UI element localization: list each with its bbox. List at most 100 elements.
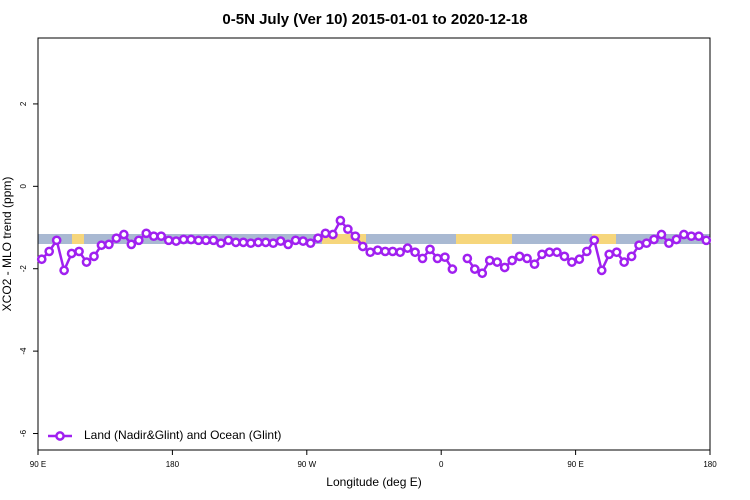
point <box>163 235 174 246</box>
point <box>641 238 652 249</box>
point <box>89 251 99 262</box>
surface-strip <box>38 234 710 244</box>
point <box>395 247 405 258</box>
point <box>686 231 697 242</box>
point <box>290 235 301 246</box>
x-tick-label: 90 W <box>297 460 316 469</box>
point <box>96 240 107 251</box>
point <box>387 246 398 257</box>
point <box>664 238 674 249</box>
point <box>148 231 159 242</box>
legend-marker <box>55 431 65 441</box>
point <box>66 248 77 259</box>
point <box>484 255 495 266</box>
point <box>343 224 353 235</box>
point <box>119 229 129 240</box>
point <box>298 236 308 246</box>
point <box>283 239 293 250</box>
point <box>626 251 637 262</box>
y-tick-label: 0 <box>19 184 28 189</box>
point <box>193 235 204 246</box>
point <box>372 245 383 256</box>
point <box>133 235 144 246</box>
point <box>260 237 271 248</box>
point <box>679 229 689 240</box>
x-tick-label: 180 <box>166 460 180 469</box>
point <box>171 236 181 246</box>
point <box>693 231 704 242</box>
point <box>44 246 55 257</box>
point <box>335 215 346 226</box>
point <box>514 251 525 262</box>
point <box>701 235 712 246</box>
x-tick-label: 180 <box>703 460 717 469</box>
point <box>305 238 316 249</box>
chart-title: 0-5N July (Ver 10) 2015-01-01 to 2020-12… <box>222 11 527 28</box>
point <box>201 235 211 246</box>
point <box>537 249 547 260</box>
point <box>552 247 562 258</box>
point <box>507 255 517 266</box>
point <box>649 234 659 245</box>
point <box>619 257 629 267</box>
point <box>216 238 226 249</box>
y-tick-label: -2 <box>19 265 28 273</box>
point <box>275 236 286 246</box>
point <box>59 265 69 276</box>
y-tick-label: 2 <box>19 101 28 106</box>
point <box>447 264 458 274</box>
point <box>328 229 338 240</box>
point <box>223 235 234 246</box>
point <box>365 247 376 258</box>
point <box>380 246 391 257</box>
point <box>208 235 219 246</box>
point <box>596 265 607 276</box>
series-line <box>40 218 707 275</box>
y-axis-label: XCO2 - MLO trend (ppm) <box>0 177 14 312</box>
point <box>104 239 114 250</box>
point <box>320 228 331 239</box>
point <box>634 240 644 251</box>
x-axis-label: Longitude (deg E) <box>326 475 421 489</box>
point <box>245 238 256 249</box>
point <box>111 233 122 244</box>
point <box>671 234 682 245</box>
point <box>559 251 570 262</box>
legend-label: Land (Nadir&Glint) and Ocean (Glint) <box>84 428 281 442</box>
point <box>410 247 420 258</box>
point <box>611 247 622 258</box>
point <box>604 249 615 260</box>
point <box>313 233 323 244</box>
point <box>126 239 137 250</box>
point <box>156 231 167 242</box>
x-tick-label: 0 <box>439 460 444 469</box>
land-patches <box>72 234 616 244</box>
point <box>51 235 62 246</box>
point <box>74 246 84 257</box>
point <box>357 241 368 252</box>
point <box>432 253 443 264</box>
point <box>589 235 600 246</box>
point <box>402 243 413 253</box>
point <box>141 228 152 239</box>
point <box>36 254 47 265</box>
point <box>186 234 196 245</box>
point <box>492 257 503 267</box>
point <box>425 244 435 255</box>
point <box>581 246 592 257</box>
point <box>417 253 428 264</box>
y-tick-label: -4 <box>19 347 28 355</box>
point <box>440 252 450 263</box>
point <box>81 257 92 267</box>
point <box>231 237 241 248</box>
point <box>477 268 488 279</box>
point <box>462 253 473 264</box>
point <box>469 264 480 274</box>
point <box>544 247 555 258</box>
point <box>656 229 667 240</box>
x-tick-label: 90 E <box>30 460 46 469</box>
point <box>178 234 189 245</box>
point <box>268 238 279 249</box>
plot-frame <box>37 37 711 451</box>
point <box>567 257 577 267</box>
